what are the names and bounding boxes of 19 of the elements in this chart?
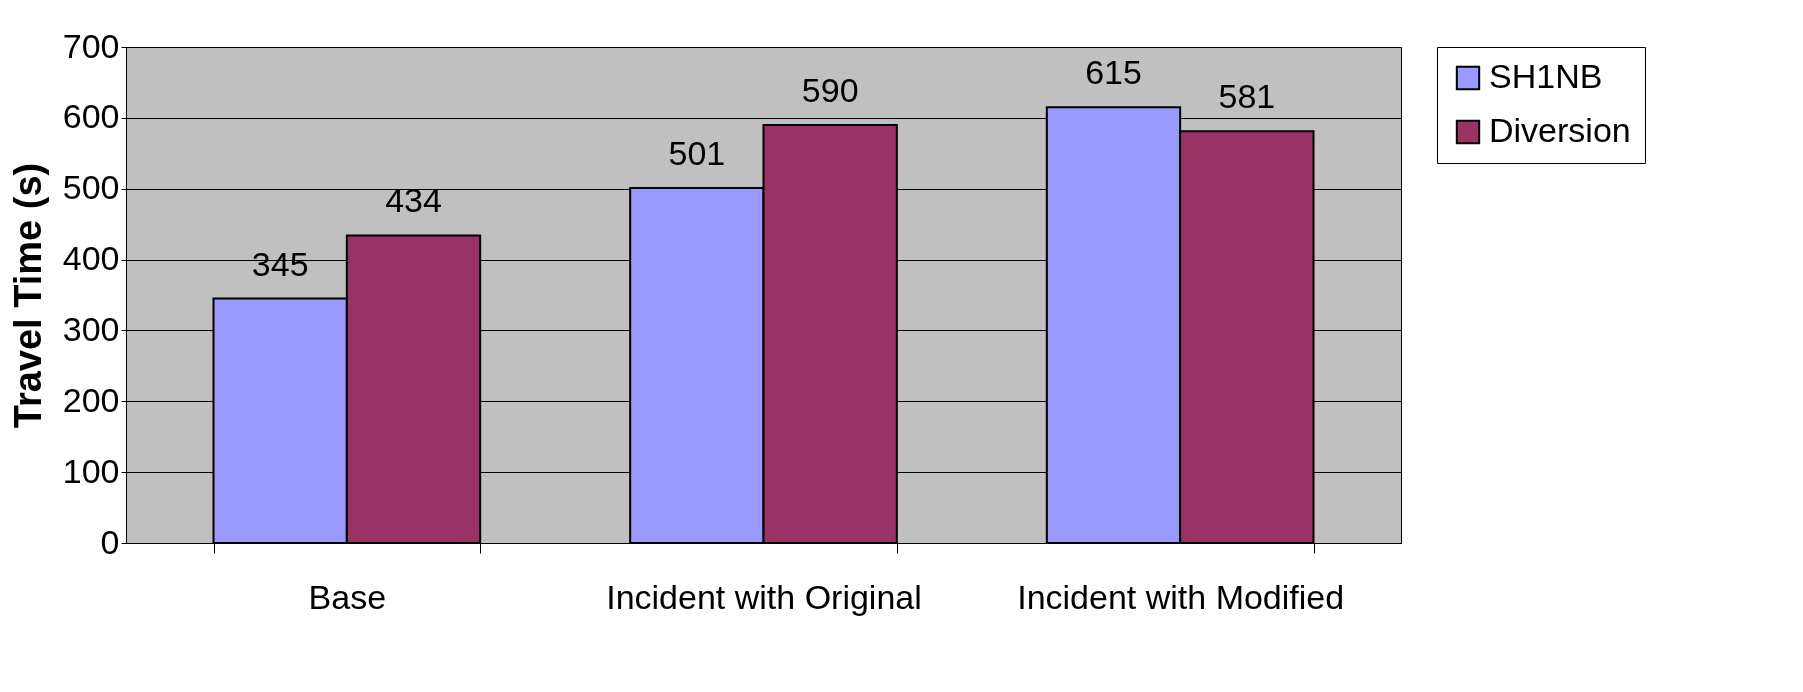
- legend-label: Diversion: [1489, 111, 1631, 149]
- data-label: 581: [1218, 77, 1276, 116]
- y-tick-label: 400: [62, 239, 120, 278]
- y-tick-label: 700: [62, 26, 120, 65]
- y-tick-label: 200: [62, 380, 120, 419]
- legend-label: SH1NB: [1489, 57, 1603, 95]
- y-tick-label: 500: [62, 168, 120, 207]
- y-tick-label: 600: [62, 97, 120, 136]
- data-label: 434: [385, 181, 442, 220]
- x-tick-label: Incident with Modified: [1017, 577, 1345, 616]
- y-tick-label: 0: [100, 522, 120, 561]
- x-tick-label: Incident with Original: [606, 577, 922, 616]
- y-axis-title: Travel Time (s): [6, 162, 49, 429]
- x-tick-label: Base: [308, 577, 387, 616]
- y-tick-label: 100: [62, 451, 120, 490]
- data-label: 590: [801, 70, 859, 109]
- data-label: 615: [1085, 53, 1142, 92]
- y-tick-label: 300: [62, 309, 120, 348]
- data-label: 501: [668, 134, 726, 173]
